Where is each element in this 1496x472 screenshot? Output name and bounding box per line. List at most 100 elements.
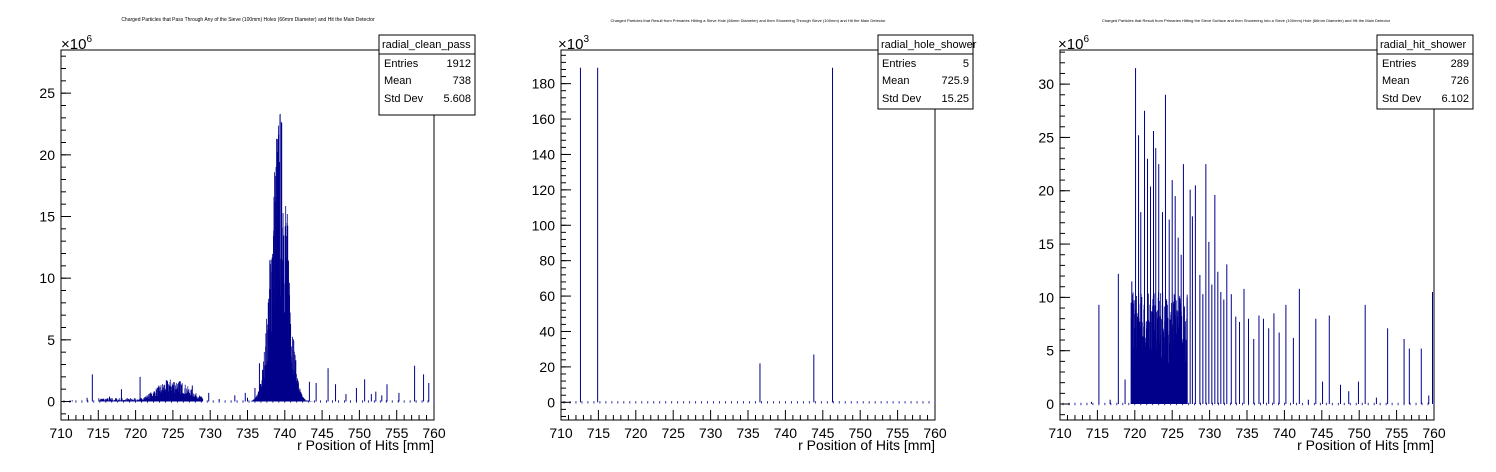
x-tick-label: 730 xyxy=(699,425,723,441)
x-tick-label: 755 xyxy=(385,425,409,441)
x-axis-label: r Position of Hits [mm] xyxy=(297,437,434,453)
y-multiplier: ×103 xyxy=(558,34,589,53)
y-tick-label: 40 xyxy=(539,323,555,339)
x-tick-label: 725 xyxy=(161,425,185,441)
x-tick-label: 745 xyxy=(1310,425,1334,441)
x-tick-label: 720 xyxy=(624,425,648,441)
x-tick-label: 740 xyxy=(1273,425,1297,441)
x-tick-label: 715 xyxy=(87,425,111,441)
stats-entries-label: Entries xyxy=(384,58,419,70)
y-tick-label: 60 xyxy=(539,288,555,304)
x-axis-label: r Position of Hits [mm] xyxy=(798,437,935,453)
histogram-panel-hit-shower: Charged Particles that Result from Prima… xyxy=(1038,18,1474,453)
y-tick-label: 20 xyxy=(1038,183,1054,199)
y-tick-label: 80 xyxy=(539,253,555,269)
x-axis-ticks: 710 715 720 725 730 735 740 745 750 755 760 xyxy=(49,410,446,441)
stats-mean-value: 725.9 xyxy=(941,75,969,87)
y-axis-ticks: 0 5 10 15 20 25 xyxy=(39,55,71,415)
y-tick-label: 140 xyxy=(532,146,556,162)
y-tick-label: 15 xyxy=(39,209,55,225)
stats-stddev-value: 5.608 xyxy=(443,93,471,105)
stats-mean-value: 726 xyxy=(1451,75,1469,87)
histogram-panel-hole-shower: Charged Particles that Result from Prima… xyxy=(532,18,977,453)
x-axis-label: r Position of Hits [mm] xyxy=(1297,437,1434,453)
x-tick-label: 750 xyxy=(348,425,372,441)
x-tick-label: 755 xyxy=(1385,425,1409,441)
x-tick-label: 730 xyxy=(199,425,223,441)
y-tick-label: 20 xyxy=(39,147,55,163)
histogram-bars xyxy=(1062,68,1435,406)
y-tick-label: 15 xyxy=(1038,236,1054,252)
y-multiplier: ×106 xyxy=(1058,34,1089,53)
x-tick-label: 755 xyxy=(886,425,910,441)
x-tick-label: 740 xyxy=(273,425,297,441)
histogram-bars xyxy=(63,113,435,403)
x-tick-label: 725 xyxy=(1161,425,1185,441)
stats-stddev-label: Std Dev xyxy=(1382,93,1422,105)
stats-entries-label: Entries xyxy=(1382,58,1417,70)
y-tick-label: 25 xyxy=(1038,129,1054,145)
y-axis-ticks: 0 5 10 15 20 25 30 xyxy=(1038,51,1070,416)
y-tick-label: 160 xyxy=(532,111,556,127)
x-tick-label: 725 xyxy=(662,425,686,441)
x-tick-label: 745 xyxy=(310,425,334,441)
x-tick-label: 710 xyxy=(1048,425,1072,441)
x-tick-label: 720 xyxy=(124,425,148,441)
chart-title: Charged Particles that Result from Prima… xyxy=(611,18,887,23)
plot-area: 710 715 720 725 730 735 740 745 750 755 760 0 20 40 6… xyxy=(532,49,947,441)
histogram-panel-clean-pass: Charged Particles that Pass Through Any … xyxy=(39,17,476,453)
y-tick-label: 180 xyxy=(532,76,556,92)
stats-entries-value: 1912 xyxy=(447,58,471,70)
stats-stddev-value: 6.102 xyxy=(1441,93,1469,105)
stats-stddev-label: Std Dev xyxy=(882,93,922,105)
stats-mean-label: Mean xyxy=(384,75,412,87)
x-tick-label: 720 xyxy=(1123,425,1147,441)
histogram-bars xyxy=(563,67,936,404)
stats-entries-value: 5 xyxy=(963,58,969,70)
x-tick-label: 715 xyxy=(587,425,611,441)
x-tick-label: 760 xyxy=(422,425,446,441)
y-tick-label: 25 xyxy=(39,85,55,101)
stats-name: radial_hit_shower xyxy=(1380,39,1467,51)
stats-box: radial_hit_shower Entries 289 Mean 726 S… xyxy=(1376,34,1474,110)
stats-stddev-label: Std Dev xyxy=(384,93,424,105)
x-axis-ticks: 710 715 720 725 730 735 740 745 750 755 760 xyxy=(549,410,947,441)
stats-box: radial_hole_shower Entries 5 Mean 725.9 … xyxy=(877,34,977,110)
x-axis-ticks: 710 715 720 725 730 735 740 745 750 755 760 xyxy=(1048,410,1446,441)
y-tick-label: 100 xyxy=(532,217,556,233)
y-axis-ticks: 0 20 40 60 80 100 120 140 160 180 xyxy=(532,54,571,417)
x-tick-label: 730 xyxy=(1198,425,1222,441)
y-tick-label: 120 xyxy=(532,182,556,198)
stats-entries-value: 289 xyxy=(1451,58,1469,70)
y-tick-label: 20 xyxy=(539,359,555,375)
x-tick-label: 710 xyxy=(49,425,73,441)
x-tick-label: 760 xyxy=(923,425,947,441)
x-tick-label: 740 xyxy=(774,425,798,441)
stats-box-frame xyxy=(378,34,476,116)
y-tick-label: 10 xyxy=(1038,289,1054,305)
stats-name: radial_hole_shower xyxy=(881,39,977,51)
x-tick-label: 735 xyxy=(236,425,260,441)
stats-box-frame xyxy=(877,34,974,110)
x-tick-label: 750 xyxy=(849,425,873,441)
stats-stddev-value: 15.25 xyxy=(941,93,969,105)
x-tick-label: 745 xyxy=(811,425,835,441)
plot-frame xyxy=(60,49,435,421)
y-tick-label: 5 xyxy=(1046,343,1054,359)
y-tick-label: 0 xyxy=(1046,396,1054,412)
x-tick-label: 760 xyxy=(1422,425,1446,441)
x-tick-label: 735 xyxy=(1235,425,1259,441)
y-tick-label: 0 xyxy=(47,394,55,410)
x-tick-label: 735 xyxy=(736,425,760,441)
plot-area: 710 715 720 725 730 735 740 745 750 755 760 0 5 10 15… xyxy=(1038,49,1446,441)
chart-title: Charged Particles that Pass Through Any … xyxy=(121,17,375,23)
stats-box: radial_clean_pass Entries 1912 Mean 738 … xyxy=(378,34,476,116)
stats-mean-label: Mean xyxy=(882,75,910,87)
y-tick-label: 5 xyxy=(47,332,55,348)
plot-area: 710 715 720 725 730 735 740 745 750 755 760 0 5 10 15… xyxy=(39,49,446,441)
y-tick-label: 30 xyxy=(1038,76,1054,92)
stats-mean-label: Mean xyxy=(1382,75,1410,87)
x-tick-label: 710 xyxy=(549,425,573,441)
chart-title: Charged Particles that Result from Prima… xyxy=(1102,18,1391,23)
